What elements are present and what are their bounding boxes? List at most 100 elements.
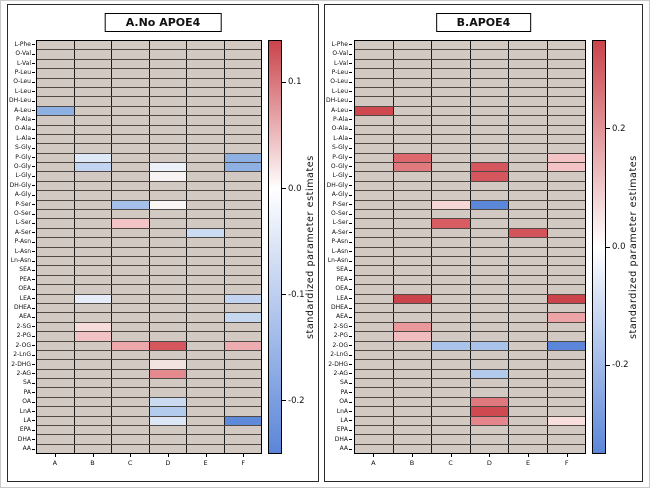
heatmap-cell xyxy=(187,78,225,87)
colorbar-tick: 0.2 xyxy=(606,124,626,134)
heatmap-cell xyxy=(224,59,261,69)
y-axis-tick-label: 2-OG xyxy=(325,341,352,350)
heatmap-row xyxy=(37,341,261,351)
y-axis-tick-label: A-Leu xyxy=(8,106,35,115)
heatmap-cell xyxy=(224,322,261,332)
heatmap-cell xyxy=(547,407,585,416)
y-axis-tick-label: OEA xyxy=(8,285,35,294)
heatmap-cell xyxy=(149,172,187,181)
heatmap-cell xyxy=(74,369,112,379)
heatmap-row xyxy=(355,163,585,173)
heatmap-cell xyxy=(547,435,585,444)
heatmap-cell xyxy=(37,116,75,125)
heatmap-row xyxy=(37,313,261,323)
heatmap-cell xyxy=(355,341,394,350)
heatmap-cell xyxy=(355,210,394,219)
heatmap-cell xyxy=(432,379,471,388)
heatmap-cell xyxy=(224,379,261,388)
heatmap-cell xyxy=(393,294,432,303)
heatmap-cell xyxy=(470,247,509,256)
colorbar-tick: 0.1 xyxy=(282,77,302,87)
heatmap-cell xyxy=(509,172,548,181)
heatmap-cell xyxy=(149,219,187,228)
y-axis-tick-label: O-Ser xyxy=(325,209,352,218)
heatmap-cell xyxy=(224,397,261,407)
panel-no-apoe4: A.No APOE4 L-Phe O-Val L-Val P-Leu O-Leu L-Le… xyxy=(7,4,319,482)
heatmap-cell xyxy=(509,294,548,303)
heatmap-cell xyxy=(74,78,112,87)
heatmap-cell xyxy=(224,87,261,97)
heatmap-cell xyxy=(37,125,75,134)
heatmap-cell xyxy=(224,360,261,369)
heatmap-cell xyxy=(149,444,187,454)
heatmap-cell xyxy=(187,69,225,78)
heatmap-row xyxy=(355,172,585,182)
heatmap-cell xyxy=(547,444,585,454)
y-axis-tick-label: S-Gly xyxy=(8,143,35,152)
colorbar-tick: 0.0 xyxy=(282,184,302,194)
heatmap-cell xyxy=(470,350,509,360)
heatmap-cell xyxy=(355,125,394,134)
heatmap-cell xyxy=(74,125,112,134)
heatmap-cell xyxy=(112,341,150,350)
heatmap-cell xyxy=(393,125,432,134)
heatmap-cell xyxy=(187,228,225,238)
heatmap-cell xyxy=(112,379,150,388)
heatmap-cell xyxy=(509,397,548,407)
heatmap-cell xyxy=(547,332,585,341)
heatmap-cell xyxy=(470,379,509,388)
heatmap-cell xyxy=(355,87,394,97)
heatmap-cell xyxy=(509,87,548,97)
heatmap-cell xyxy=(509,266,548,275)
y-axis-labels: L-Phe O-Val L-Val P-Leu O-Leu L-Leu DH-Leu A-Le… xyxy=(8,40,35,454)
heatmap-cell xyxy=(432,41,471,50)
heatmap-cell xyxy=(470,416,509,426)
heatmap-cell xyxy=(74,41,112,50)
x-axis-tick-label: B xyxy=(74,454,112,468)
heatmap-cell xyxy=(112,219,150,228)
x-axis-tick-label: F xyxy=(547,454,586,468)
heatmap-cell xyxy=(547,153,585,163)
heatmap-row xyxy=(37,294,261,304)
y-axis-tick-label: LEA xyxy=(325,294,352,303)
y-axis-tick-label: AA xyxy=(325,444,352,453)
heatmap-cell xyxy=(187,313,225,322)
heatmap-cell xyxy=(74,163,112,172)
heatmap-cell xyxy=(547,87,585,97)
heatmap-cell xyxy=(187,360,225,369)
heatmap-cell xyxy=(37,416,75,426)
heatmap-cell xyxy=(547,247,585,256)
heatmap-cell xyxy=(112,59,150,69)
heatmap-row xyxy=(37,426,261,436)
heatmap-cell xyxy=(393,247,432,256)
heatmap-cell xyxy=(470,303,509,313)
heatmap-cell xyxy=(224,294,261,303)
y-axis-tick-label: O-Leu xyxy=(8,78,35,87)
heatmap-cell xyxy=(509,238,548,247)
heatmap-cell xyxy=(432,134,471,144)
heatmap-cell xyxy=(509,379,548,388)
heatmap-row xyxy=(355,238,585,248)
heatmap-row xyxy=(355,444,585,454)
heatmap-cell xyxy=(393,388,432,397)
heatmap-row xyxy=(37,435,261,445)
heatmap-cell xyxy=(224,416,261,426)
heatmap-cell xyxy=(393,134,432,144)
heatmap-cell xyxy=(74,87,112,97)
heatmap-cell xyxy=(470,397,509,407)
colorbar-tick: -0.1 xyxy=(282,290,305,300)
x-axis-tick-label: A xyxy=(354,454,393,468)
heatmap-row xyxy=(37,275,261,286)
heatmap-cell xyxy=(355,303,394,313)
heatmap-row xyxy=(37,172,261,182)
panel-title: A.No APOE4 xyxy=(104,13,222,32)
heatmap-cell xyxy=(393,50,432,59)
heatmap-cell xyxy=(112,407,150,416)
heatmap-cell xyxy=(112,41,150,50)
heatmap-row xyxy=(355,322,585,333)
heatmap-cell xyxy=(224,181,261,191)
heatmap-cell xyxy=(37,303,75,313)
heatmap-cell xyxy=(432,332,471,341)
heatmap-cell xyxy=(432,322,471,332)
